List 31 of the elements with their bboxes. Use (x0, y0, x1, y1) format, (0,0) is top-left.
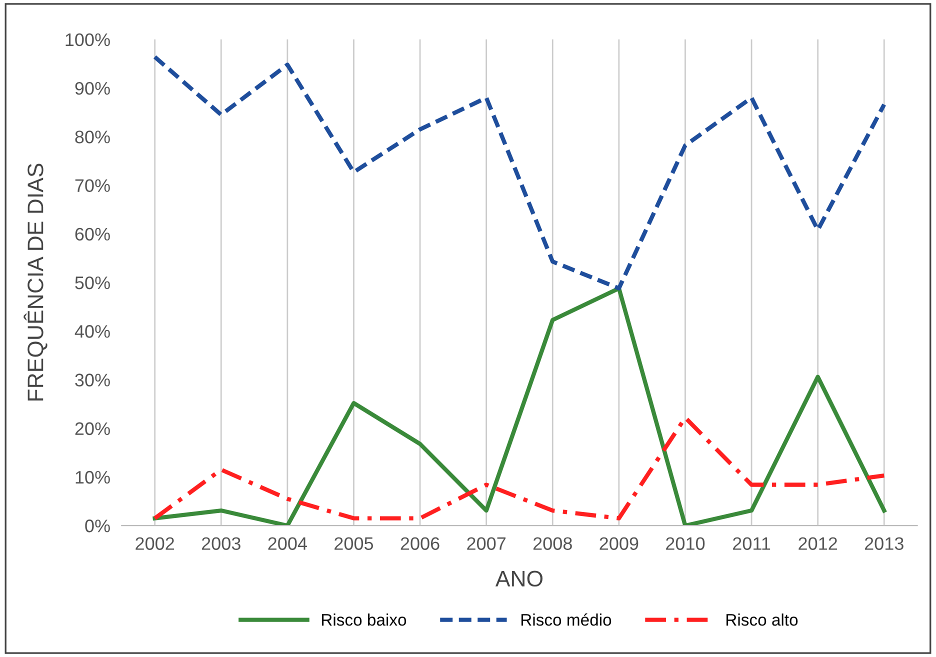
y-tick-label: 10% (76, 470, 110, 484)
legend-label: Risco alto (726, 614, 798, 626)
y-tick-label: 70% (75, 179, 110, 192)
x-tick-label: 2010 (666, 537, 705, 550)
line-series (152, 54, 886, 290)
y-tick-label: 90% (75, 82, 110, 95)
x-tick-label: 2011 (733, 537, 770, 550)
line-series (152, 286, 886, 526)
x-tick-label: 2002 (136, 537, 174, 550)
x-tick-label: 2004 (268, 537, 307, 550)
y-tick-label: 0% (85, 520, 110, 532)
y-tick-label: 50% (75, 276, 110, 290)
x-tick-label: 2008 (533, 537, 572, 550)
line-series (152, 416, 886, 520)
y-tick-label: 80% (75, 130, 110, 144)
x-tick-label: 2003 (202, 537, 240, 550)
x-tick-label: 2013 (864, 537, 904, 550)
y-tick-label: 60% (75, 228, 110, 241)
x-tick-label: 2007 (467, 537, 506, 550)
x-tick-label: 2012 (798, 537, 838, 550)
x-tick-label: 2006 (400, 537, 440, 550)
x-tick-label: 2009 (600, 537, 638, 550)
y-tick-label: 30% (75, 374, 110, 386)
y-tick-label: 40% (74, 325, 110, 338)
y-tick-label: 100% (66, 33, 110, 46)
y-tick-label: 20% (75, 422, 110, 436)
y-axis-title: FREQUÊNCIA DE DIAS (24, 164, 48, 400)
x-tick-label: 2005 (334, 537, 374, 550)
x-axis-title: ANO (495, 570, 542, 587)
legend-label: Risco baixo (322, 614, 406, 626)
legend-label: Risco médio (521, 613, 612, 626)
